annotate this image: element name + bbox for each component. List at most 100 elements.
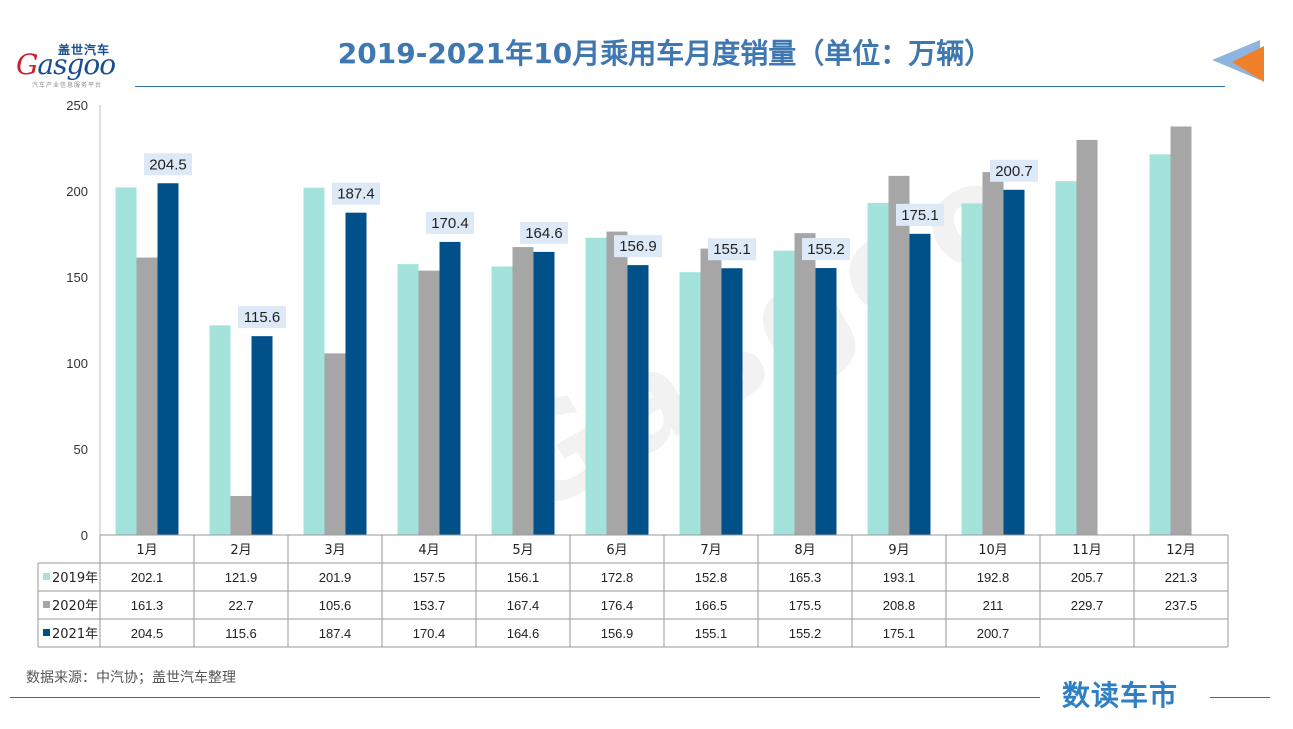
bar-2021年-5月: [533, 251, 555, 535]
table-cell-value: 156.1: [507, 570, 540, 585]
footer-divider-left: [10, 697, 1040, 698]
table-cell-value: 155.2: [789, 626, 822, 641]
logo-subtitle: 汽车产业信息服务平台: [32, 82, 103, 89]
data-label-box: [520, 221, 568, 244]
table-cell-value: 204.5: [131, 626, 164, 641]
table-cell-value: 156.9: [601, 626, 634, 641]
table-cell-value: 192.8: [977, 570, 1010, 585]
x-tick-label: 5月: [512, 543, 533, 558]
table-cell-value: 164.6: [507, 626, 540, 641]
data-label-box: [332, 182, 380, 205]
bar-2019年-2月: [209, 325, 231, 535]
table-cell-value: 152.8: [695, 570, 728, 585]
table-cell-value: 200.7: [977, 626, 1010, 641]
table-cell-value: 201.9: [319, 570, 352, 585]
legend-swatch-2021年: [43, 629, 50, 636]
table-cell-value: 115.6: [225, 626, 257, 641]
bar-2020年-11月: [1076, 139, 1098, 535]
bar-2020年-5月: [512, 247, 534, 535]
x-tick-label: 11月: [1072, 543, 1102, 558]
table-cell-value: 221.3: [1165, 570, 1198, 585]
table-cell-value: 105.6: [319, 598, 352, 613]
table-cell-value: 193.1: [883, 570, 916, 585]
table-cell-value: 202.1: [131, 570, 164, 585]
bar-2020年-3月: [324, 353, 346, 535]
bar-2019年-9月: [867, 202, 889, 536]
data-label-2021: 115.6: [244, 309, 280, 326]
data-label-2021: 187.4: [337, 186, 375, 203]
data-label-box: [896, 203, 944, 226]
bar-2020年-12月: [1170, 126, 1192, 535]
bar-2019年-6月: [585, 237, 607, 535]
bar-2019年-7月: [679, 272, 701, 535]
bar-2021年-3月: [345, 212, 367, 535]
bar-2020年-10月: [982, 172, 1004, 535]
data-label-box: [990, 159, 1038, 182]
x-tick-label: 4月: [418, 543, 439, 558]
x-tick-label: 1月: [136, 543, 157, 558]
table-cell-value: 157.5: [413, 570, 446, 585]
table-cell-value: 22.7: [228, 598, 253, 613]
bar-2021年-2月: [251, 336, 273, 535]
gasgoo-logo: 盖世汽车 Gasgoo 汽车产业信息服务平台: [10, 38, 135, 90]
table-cell-value: 175.1: [883, 626, 916, 641]
bar-2020年-7月: [700, 248, 722, 535]
y-tick-label: 200: [66, 184, 88, 199]
y-tick-label: 50: [74, 442, 88, 457]
brand-text: 数读车市: [1062, 679, 1179, 712]
x-tick-label: 8月: [794, 543, 815, 558]
x-tick-label: 12月: [1166, 543, 1196, 558]
bar-2019年-3月: [303, 187, 325, 535]
table-cell-value: 172.8: [601, 570, 634, 585]
bar-2021年-6月: [627, 265, 649, 535]
bar-2019年-5月: [491, 266, 513, 535]
table-cell-value: 161.3: [131, 598, 164, 613]
legend-swatch-2019年: [43, 573, 50, 580]
bar-2020年-8月: [794, 233, 816, 535]
bar-2019年-12月: [1149, 154, 1171, 535]
x-tick-label: 7月: [700, 543, 721, 558]
data-label-box: [144, 153, 192, 176]
data-label-box: [802, 238, 850, 261]
title-divider: [135, 86, 1225, 87]
bar-2020年-1月: [136, 257, 158, 535]
table-cell-value: 121.9: [225, 570, 258, 585]
bar-2021年-8月: [815, 268, 837, 535]
legend-swatch-2020年: [43, 601, 50, 608]
data-label-box: [426, 211, 474, 234]
bar-2020年-2月: [230, 495, 252, 535]
x-tick-label: 9月: [888, 543, 909, 558]
y-tick-label: 100: [66, 356, 88, 371]
table-cell-value: 208.8: [883, 598, 916, 613]
legend-label: 2019年: [52, 571, 98, 586]
bar-2021年-10月: [1003, 189, 1025, 535]
bar-2021年-9月: [909, 233, 931, 535]
bar-2020年-9月: [888, 175, 910, 535]
data-label-box: [614, 235, 662, 258]
table-cell-value: 167.4: [507, 598, 540, 613]
logo-cn-text: 盖世汽车: [58, 43, 111, 57]
y-tick-label: 250: [66, 98, 88, 113]
y-tick-label: 150: [66, 270, 88, 285]
y-tick-label: 0: [81, 528, 88, 543]
table-cell-value: 205.7: [1071, 570, 1104, 585]
bar-2019年-11月: [1055, 181, 1077, 536]
data-label-2021: 200.7: [995, 163, 1033, 180]
chart-title: 2019-2021年10月乘用车月度销量（单位：万辆）: [337, 37, 993, 70]
bar-2020年-6月: [606, 231, 628, 536]
data-label-2021: 164.6: [525, 225, 563, 242]
bar-2021年-1月: [157, 183, 179, 535]
bar-2019年-4月: [397, 264, 419, 535]
legend-label: 2020年: [52, 599, 98, 614]
bar-2019年-1月: [115, 187, 137, 535]
x-tick-label: 2月: [230, 543, 251, 558]
legend-label: 2021年: [52, 627, 98, 642]
footer-divider-right: [1210, 697, 1270, 698]
x-tick-label: 6月: [606, 543, 627, 558]
table-cell-value: 165.3: [789, 570, 822, 585]
bar-2021年-7月: [721, 268, 743, 535]
corner-arrow-icon: [1212, 40, 1264, 82]
table-cell-value: 175.5: [789, 598, 822, 613]
table-cell-value: 187.4: [319, 626, 352, 641]
bar-2019年-8月: [773, 250, 795, 535]
